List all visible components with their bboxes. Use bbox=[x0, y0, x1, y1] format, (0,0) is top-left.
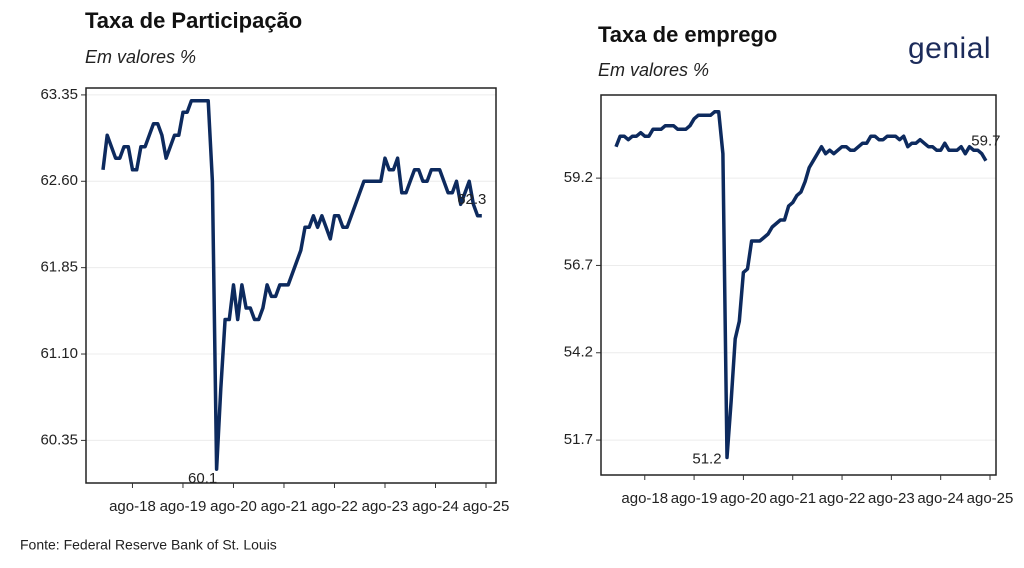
x-tick-label: ago-20 bbox=[720, 490, 767, 507]
x-tick-label: ago-21 bbox=[769, 490, 816, 507]
plot-frame bbox=[85, 87, 497, 484]
y-tick-label: 63.35 bbox=[40, 86, 78, 103]
y-tick-label: 59.2 bbox=[564, 169, 593, 186]
y-tick-label: 62.60 bbox=[40, 172, 78, 189]
data-line bbox=[614, 110, 988, 460]
y-tick-label: 61.85 bbox=[40, 259, 78, 276]
chart-subtitle: Em valores % bbox=[598, 60, 709, 80]
x-tick-label: ago-20 bbox=[210, 498, 257, 515]
source: Fonte: Federal Reserve Bank of St. Louis bbox=[20, 537, 277, 553]
x-tick-label: ago-21 bbox=[261, 498, 308, 515]
x-tick-label: ago-23 bbox=[362, 498, 409, 515]
x-tick-label: ago-19 bbox=[160, 498, 207, 515]
x-tick-label: ago-25 bbox=[967, 490, 1014, 507]
x-tick-label: ago-25 bbox=[463, 498, 510, 515]
data-label: 59.7 bbox=[971, 133, 1000, 150]
x-tick-label: ago-22 bbox=[311, 498, 358, 515]
logo: genial bbox=[908, 32, 991, 65]
x-tick-label: ago-24 bbox=[412, 498, 459, 515]
data-label: 62.3 bbox=[457, 191, 486, 208]
y-tick-label: 54.2 bbox=[564, 344, 593, 361]
x-tick-label: ago-22 bbox=[819, 490, 866, 507]
chart-subtitle: Em valores % bbox=[85, 47, 196, 67]
x-tick-label: ago-18 bbox=[109, 498, 156, 515]
y-tick-label: 60.35 bbox=[40, 431, 78, 448]
plot-frame bbox=[600, 94, 997, 476]
data-label: 60.1 bbox=[188, 470, 217, 487]
x-tick-label: ago-19 bbox=[671, 490, 718, 507]
chart-title: Taxa de emprego bbox=[598, 22, 777, 47]
x-tick-label: ago-24 bbox=[917, 490, 964, 507]
data-line bbox=[101, 98, 482, 471]
y-tick-label: 61.10 bbox=[40, 345, 78, 362]
y-tick-label: 51.7 bbox=[564, 431, 593, 448]
x-tick-label: ago-23 bbox=[868, 490, 915, 507]
y-tick-label: 56.7 bbox=[564, 256, 593, 273]
chart-title: Taxa de Participação bbox=[85, 8, 302, 33]
data-label: 51.2 bbox=[692, 451, 721, 468]
x-tick-label: ago-18 bbox=[621, 490, 668, 507]
